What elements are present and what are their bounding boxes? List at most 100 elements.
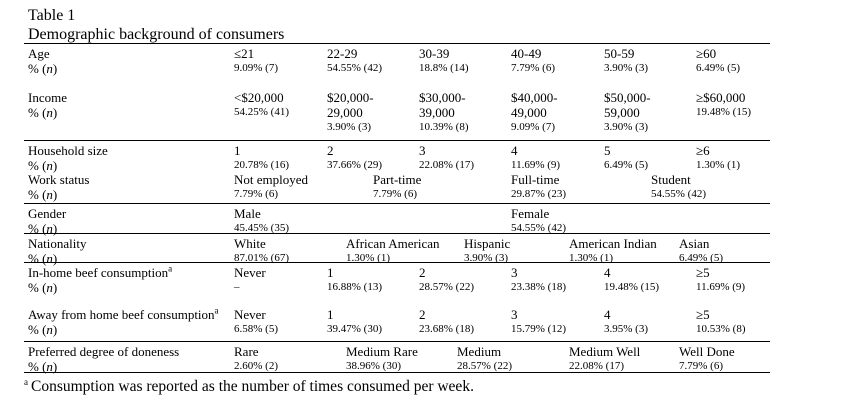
cell-value: 39.47% (30) xyxy=(327,323,382,335)
cell-category: White xyxy=(234,236,266,251)
cell-age-0: ≤21 9.09% (7) xyxy=(234,46,278,75)
cell-category: $20,000- 29,000 xyxy=(327,90,374,120)
cell-category: Male xyxy=(234,206,261,221)
cell-value: 6.49% (5) xyxy=(604,159,648,171)
cell-away-from-home-beef-consumption-3: 3 15.79% (12) xyxy=(511,307,566,336)
cell-value: 1.30% (1) xyxy=(346,252,390,264)
cell-category: Female xyxy=(511,206,550,221)
table-row-work-status: Work status% (n) Not employed 7.79% (6) Par… xyxy=(24,170,770,203)
cell-category: Medium Rare xyxy=(346,344,418,359)
cell-value: 29.87% (23) xyxy=(511,188,566,200)
cell-category: Medium xyxy=(457,344,502,359)
cell-value: 19.48% (15) xyxy=(604,281,659,293)
cell-category: 22-29 xyxy=(327,46,358,61)
row-label-away-from-home-beef-consumption: Away from home beef consumptiona% (n) xyxy=(28,305,219,337)
cell-preferred-degree-of-doneness-4: Well Done 7.79% (6) xyxy=(679,344,735,373)
cell-nationality-2: Hispanic 3.90% (3) xyxy=(464,236,510,265)
cell-value: 6.58% (5) xyxy=(234,323,278,335)
cell-value: 9.09% (7) xyxy=(234,62,278,74)
cell-work-status-2: Full-time 29.87% (23) xyxy=(511,172,566,201)
cell-value: 45.45% (35) xyxy=(234,222,289,234)
cell-value: 19.48% (15) xyxy=(696,106,751,118)
cell-category: Asian xyxy=(679,236,710,251)
percent-n-label: % (n) xyxy=(28,158,58,173)
cell-category: Rare xyxy=(234,344,259,359)
cell-nationality-1: African American 1.30% (1) xyxy=(346,236,439,265)
row-label-text: In-home beef consumptiona xyxy=(28,263,173,280)
cell-category: 5 xyxy=(604,143,611,158)
row-label-text: Work status xyxy=(28,172,90,187)
cell-category: ≥5 xyxy=(696,265,710,280)
percent-n-label: % (n) xyxy=(28,359,58,374)
cell-work-status-3: Student 54.55% (42) xyxy=(651,172,706,201)
row-label-age: Age% (n) xyxy=(28,46,57,76)
cell-category: Hispanic xyxy=(464,236,511,251)
cell-in-home-beef-consumption-0: Never – xyxy=(234,265,266,294)
cell-away-from-home-beef-consumption-4: 4 3.95% (3) xyxy=(604,307,648,336)
cell-category: 4 xyxy=(604,265,611,280)
footnote-marker-ref: a xyxy=(214,305,219,316)
table-row-in-home-beef-consumption: In-home beef consumptiona% (n) Never – 1 16.… xyxy=(24,262,770,305)
cell-in-home-beef-consumption-1: 1 16.88% (13) xyxy=(327,265,382,294)
cell-value: 87.01% (67) xyxy=(234,252,289,264)
row-label-text: Away from home beef consumptiona xyxy=(28,305,219,322)
cell-in-home-beef-consumption-5: ≥5 11.69% (9) xyxy=(696,265,745,294)
cell-value: 16.88% (13) xyxy=(327,281,382,293)
cell-category: <$20,000 xyxy=(234,90,284,105)
cell-household-size-0: 1 20.78% (16) xyxy=(234,143,289,172)
cell-work-status-1: Part-time 7.79% (6) xyxy=(373,172,421,201)
footnote-marker: a xyxy=(24,376,28,387)
cell-value: 7.79% (6) xyxy=(679,360,723,372)
cell-value: 10.39% (8) xyxy=(419,121,469,133)
cell-category: Never xyxy=(234,307,266,322)
row-label-household-size: Household size% (n) xyxy=(28,143,108,173)
cell-category: Never xyxy=(234,265,266,280)
cell-category: 1 xyxy=(234,143,241,158)
cell-category: 50-59 xyxy=(604,46,635,61)
cell-category: 3 xyxy=(511,307,518,322)
cell-category: American Indian xyxy=(569,236,657,251)
row-label-text: Preferred degree of doneness xyxy=(28,344,180,359)
cell-category: 30-39 xyxy=(419,46,450,61)
row-label-nationality: Nationality% (n) xyxy=(28,236,87,266)
table-row-age: Age% (n) ≤21 9.09% (7) 22-29 54.55% (42) 30-3… xyxy=(24,44,770,88)
footnote-marker-ref: a xyxy=(168,263,173,274)
cell-category: 4 xyxy=(604,307,611,322)
row-label-text: Income xyxy=(28,90,67,105)
cell-value: 22.08% (17) xyxy=(419,159,474,171)
cell-category: ≥5 xyxy=(696,307,710,322)
table-number: Table 1 xyxy=(28,7,76,24)
cell-value: 3.90% (3) xyxy=(604,62,648,74)
percent-n-label: % (n) xyxy=(28,61,58,76)
table-row-gender: Gender% (n) Male 45.45% (35) Female 54.55% (… xyxy=(24,203,770,236)
cell-value: 1.30% (1) xyxy=(569,252,613,264)
cell-household-size-4: 5 6.49% (5) xyxy=(604,143,648,172)
cell-income-4: $50,000- 59,000 3.90% (3) xyxy=(604,90,651,134)
cell-value: 28.57% (22) xyxy=(419,281,474,293)
cell-preferred-degree-of-doneness-1: Medium Rare 38.96% (30) xyxy=(346,344,418,373)
cell-value: 11.69% (9) xyxy=(696,281,746,293)
row-label-income: Income% (n) xyxy=(28,90,67,120)
cell-value: 6.49% (5) xyxy=(679,252,723,264)
cell-value: 18.8% (14) xyxy=(419,62,469,74)
cell-category: African American xyxy=(346,236,440,251)
cell-category: 2 xyxy=(327,143,334,158)
cell-value: 6.49% (5) xyxy=(696,62,740,74)
cell-category: Well Done xyxy=(679,344,735,359)
row-label-work-status: Work status% (n) xyxy=(28,172,89,202)
cell-category: $40,000- 49,000 xyxy=(511,90,558,120)
cell-value: 9.09% (7) xyxy=(511,121,555,133)
cell-gender-0: Male 45.45% (35) xyxy=(234,206,289,235)
cell-preferred-degree-of-doneness-0: Rare 2.60% (2) xyxy=(234,344,278,373)
cell-gender-1: Female 54.55% (42) xyxy=(511,206,566,235)
cell-age-4: 50-59 3.90% (3) xyxy=(604,46,648,75)
row-label-text: Nationality xyxy=(28,236,87,251)
cell-preferred-degree-of-doneness-2: Medium 28.57% (22) xyxy=(457,344,512,373)
cell-value: 37.66% (29) xyxy=(327,159,382,171)
cell-in-home-beef-consumption-4: 4 19.48% (15) xyxy=(604,265,659,294)
table-row-away-from-home-beef-consumption: Away from home beef consumptiona% (n) Nev… xyxy=(24,305,770,341)
row-label-in-home-beef-consumption: In-home beef consumptiona% (n) xyxy=(28,263,173,295)
cell-household-size-3: 4 11.69% (9) xyxy=(511,143,560,172)
cell-age-2: 30-39 18.8% (14) xyxy=(419,46,469,75)
row-label-text: Gender xyxy=(28,206,67,221)
